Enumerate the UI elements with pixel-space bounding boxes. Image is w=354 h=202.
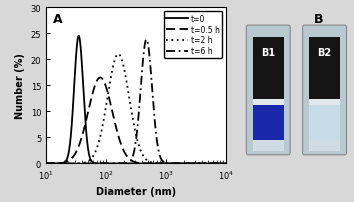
Bar (309, 38, 340, 100)
t=2 h (44, 162, 48, 165)
t=2 h (113, 58, 117, 61)
t=6 h (113, 162, 117, 165)
t=0.5 h (113, 123, 117, 125)
t=6 h (144, 39, 149, 41)
t=0 (201, 162, 205, 165)
t=0 (76, 35, 81, 38)
t=0.5 h (224, 162, 228, 165)
t=0.5 h (201, 162, 205, 165)
t=6 h (221, 162, 225, 165)
t=0 (44, 162, 48, 165)
t=6 h (121, 162, 125, 165)
t=2 h (121, 63, 125, 65)
t=2 h (224, 162, 228, 165)
t=0.5 h (64, 161, 69, 163)
t=0 (113, 162, 117, 165)
t=2 h (201, 162, 205, 165)
t=6 h (201, 162, 205, 165)
t=2 h (75, 162, 79, 165)
Legend: t=0, t=0.5 h, t=2 h, t=6 h: t=0, t=0.5 h, t=2 h, t=6 h (164, 12, 222, 59)
t=0 (221, 162, 225, 165)
Line: t=6 h: t=6 h (46, 40, 226, 164)
Bar (309, 140, 340, 151)
Y-axis label: Number (%): Number (%) (15, 53, 25, 119)
t=6 h (75, 162, 79, 165)
t=0 (121, 162, 125, 165)
t=2 h (64, 162, 69, 165)
t=0 (64, 159, 69, 161)
Text: B: B (314, 13, 324, 26)
Text: B1: B1 (261, 48, 275, 58)
t=6 h (44, 162, 48, 165)
Text: A: A (53, 13, 63, 26)
FancyBboxPatch shape (246, 26, 290, 155)
Bar (252, 38, 284, 100)
Bar (252, 100, 284, 105)
t=2 h (116, 54, 120, 56)
t=0.5 h (44, 162, 48, 165)
t=6 h (224, 162, 228, 165)
Bar (252, 105, 284, 140)
Bar (309, 105, 340, 140)
t=0 (224, 162, 228, 165)
X-axis label: Diameter (nm): Diameter (nm) (96, 186, 176, 196)
Bar (309, 100, 340, 105)
t=0 (75, 42, 79, 44)
Line: t=0: t=0 (46, 37, 226, 164)
FancyBboxPatch shape (303, 26, 347, 155)
Line: t=2 h: t=2 h (46, 55, 226, 164)
Text: B2: B2 (318, 48, 332, 58)
t=0.5 h (121, 148, 125, 150)
Line: t=0.5 h: t=0.5 h (46, 78, 226, 164)
Bar (252, 140, 284, 151)
t=0.5 h (221, 162, 225, 165)
t=6 h (64, 162, 69, 165)
t=0.5 h (98, 77, 102, 79)
t=2 h (221, 162, 225, 165)
t=0.5 h (75, 149, 79, 151)
